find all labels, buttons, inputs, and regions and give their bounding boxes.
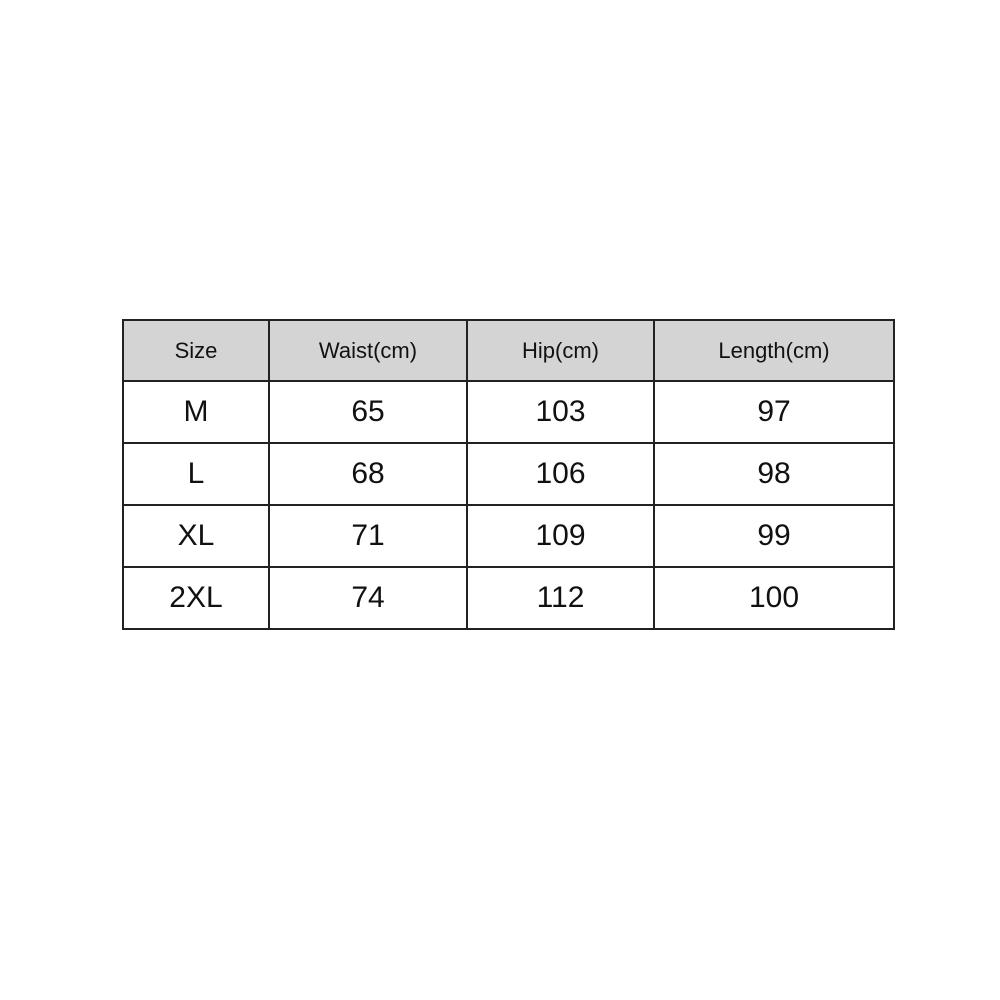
cell-size: L — [122, 442, 270, 506]
cell-waist: 68 — [268, 442, 468, 506]
table-row: M 65 103 97 — [122, 380, 895, 444]
table-row: 2XL 74 112 100 — [122, 566, 895, 630]
cell-waist: 71 — [268, 504, 468, 568]
cell-hip: 109 — [466, 504, 655, 568]
header-waist: Waist(cm) — [268, 319, 468, 382]
cell-hip: 106 — [466, 442, 655, 506]
cell-length: 100 — [653, 566, 895, 630]
cell-length: 98 — [653, 442, 895, 506]
cell-waist: 74 — [268, 566, 468, 630]
cell-length: 99 — [653, 504, 895, 568]
size-chart-table: Size Waist(cm) Hip(cm) Length(cm) M 65 1… — [122, 319, 895, 630]
table-row: XL 71 109 99 — [122, 504, 895, 568]
cell-length: 97 — [653, 380, 895, 444]
header-row: Size Waist(cm) Hip(cm) Length(cm) — [122, 319, 895, 382]
header-hip: Hip(cm) — [466, 319, 655, 382]
table-row: L 68 106 98 — [122, 442, 895, 506]
header-size: Size — [122, 319, 270, 382]
cell-hip: 103 — [466, 380, 655, 444]
cell-size: M — [122, 380, 270, 444]
cell-size: XL — [122, 504, 270, 568]
cell-waist: 65 — [268, 380, 468, 444]
cell-size: 2XL — [122, 566, 270, 630]
header-length: Length(cm) — [653, 319, 895, 382]
cell-hip: 112 — [466, 566, 655, 630]
